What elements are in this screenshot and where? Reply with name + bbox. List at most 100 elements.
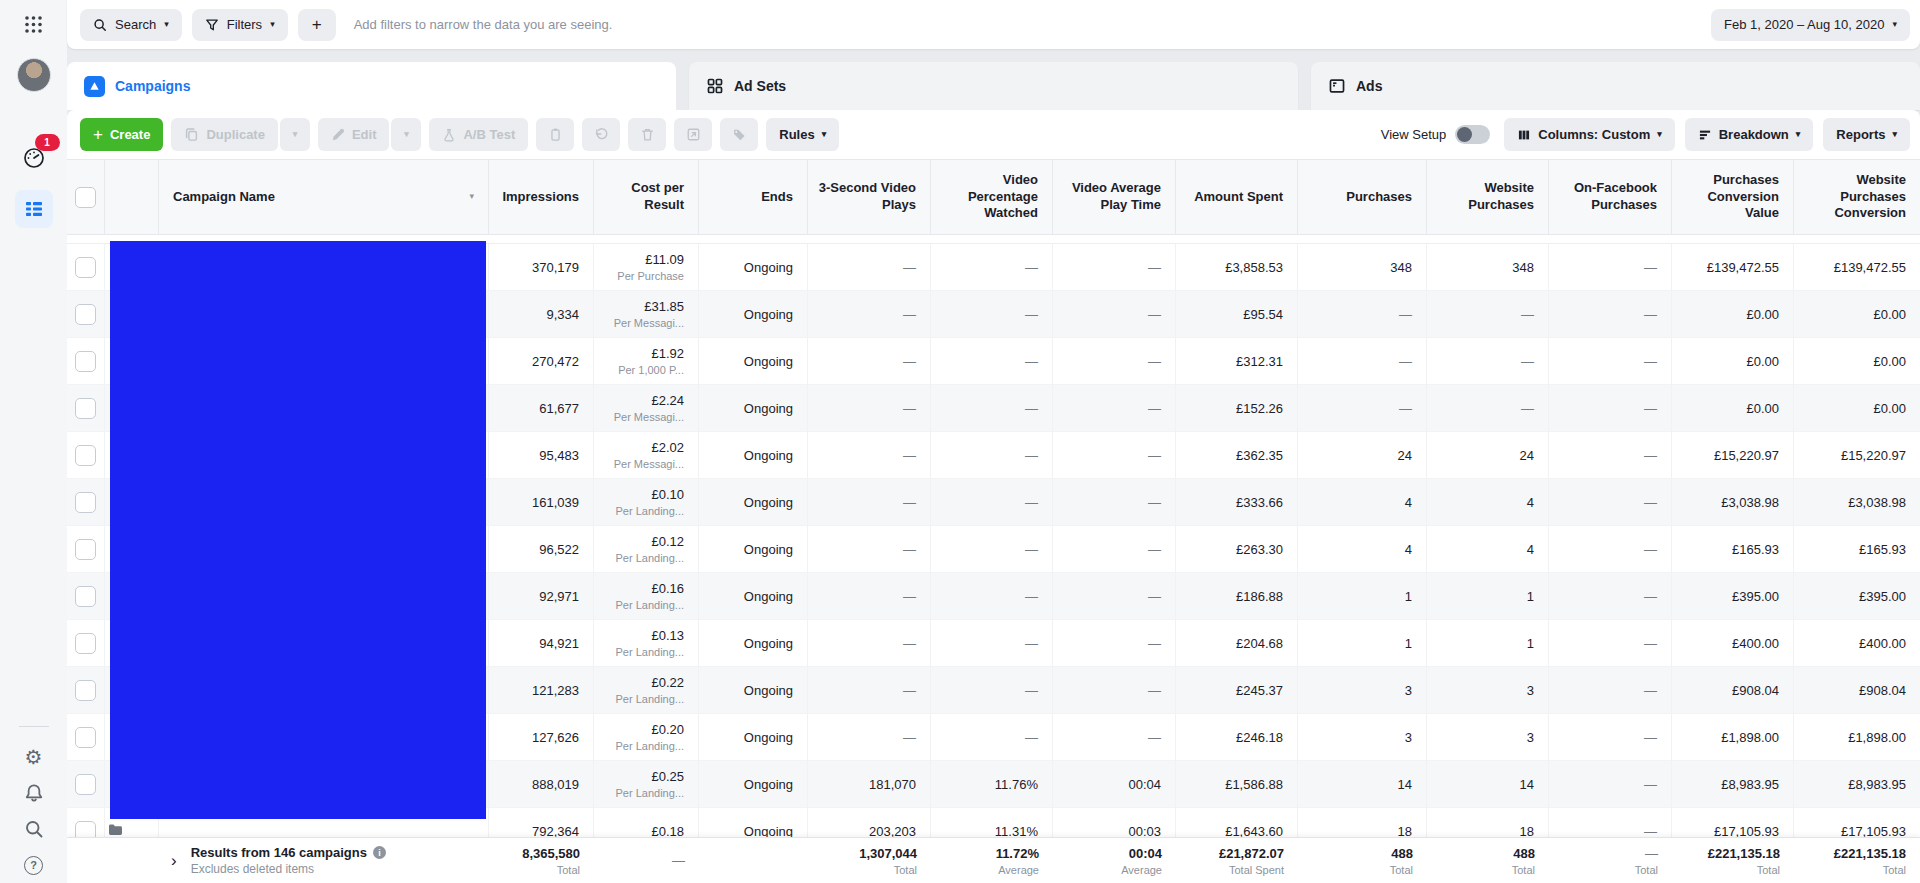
info-icon[interactable]: i	[373, 846, 386, 859]
row-checkbox[interactable]	[75, 492, 96, 513]
total-3-second-video-plays: 1,307,044Total	[808, 838, 931, 883]
row-checkbox[interactable]	[75, 304, 96, 325]
cell-impressions: 9,334	[489, 291, 594, 337]
cell-purchases: 4	[1298, 526, 1427, 572]
date-range-picker[interactable]: Feb 1, 2020 – Aug 10, 2020 ▾	[1711, 9, 1910, 41]
column-header-3-second-video-plays[interactable]: 3-Second Video Plays	[808, 160, 931, 234]
chevron-right-icon[interactable]: ›	[171, 852, 177, 869]
cell-ends: Ongoing	[699, 244, 808, 290]
export-button[interactable]	[674, 118, 712, 151]
cell-video-percentage-watched: —	[931, 385, 1053, 431]
row-checkbox[interactable]	[75, 727, 96, 748]
row-checkbox-cell	[67, 667, 105, 713]
cell-cost-per-result: £2.24Per Messagi...	[594, 385, 699, 431]
view-setup-toggle[interactable]: View Setup	[1381, 125, 1491, 144]
cell-amount-spent: £333.66	[1176, 479, 1298, 525]
breakdown-button[interactable]: Breakdown ▾	[1685, 118, 1814, 151]
cell-video-percentage-watched: —	[931, 479, 1053, 525]
column-header-website-purchases[interactable]: Website Purchases	[1427, 160, 1549, 234]
toggle-off	[1455, 125, 1490, 144]
row-checkbox[interactable]	[75, 351, 96, 372]
row-checkbox[interactable]	[75, 539, 96, 560]
row-checkbox[interactable]	[75, 821, 96, 838]
cell-purchases: 3	[1298, 667, 1427, 713]
delete-button[interactable]	[628, 118, 666, 151]
column-header-impressions[interactable]: Impressions	[489, 160, 594, 234]
column-header-campaign-name[interactable]: Campaign Name▾	[159, 160, 489, 234]
undo-button[interactable]	[582, 118, 620, 151]
column-header-video-average-play-time[interactable]: Video Average Play Time	[1053, 160, 1176, 234]
columns-button[interactable]: Columns: Custom ▾	[1504, 118, 1674, 151]
column-header-purchases-conversion-value[interactable]: Purchases Conversion Value	[1672, 160, 1794, 234]
create-button[interactable]: + Create	[80, 118, 163, 151]
cell-purchases-conversion-value: £0.00	[1672, 291, 1794, 337]
help-icon[interactable]: ?	[14, 847, 54, 883]
row-checkbox[interactable]	[75, 633, 96, 654]
ab-test-button[interactable]: A/B Test	[429, 118, 528, 151]
action-toolbar: + Create Duplicate ▾	[67, 110, 1920, 159]
cell-purchases-conversion-value: £908.04	[1672, 667, 1794, 713]
column-header-website-purchases-conversion[interactable]: Website Purchases Conversion	[1794, 160, 1920, 234]
chevron-down-icon: ▾	[1796, 130, 1801, 139]
cell-video-percentage-watched: —	[931, 573, 1053, 619]
row-checkbox[interactable]	[75, 680, 96, 701]
tab-ads[interactable]: Ads	[1311, 62, 1920, 110]
pencil-icon	[331, 128, 345, 142]
ads-manager-gauge-icon[interactable]: 1	[14, 138, 54, 178]
global-search-icon[interactable]	[14, 811, 54, 847]
cell-video-percentage-watched: —	[931, 667, 1053, 713]
cell-video-average-play-time: —	[1053, 338, 1176, 384]
row-checkbox[interactable]	[75, 586, 96, 607]
table-header-row: Campaign Name▾ImpressionsCost per Result…	[67, 159, 1920, 235]
cell-purchases-conversion-value: £0.00	[1672, 385, 1794, 431]
cell-video-percentage-watched: —	[931, 714, 1053, 760]
duplicate-button[interactable]: Duplicate	[171, 118, 278, 151]
column-header-amount-spent[interactable]: Amount Spent	[1176, 160, 1298, 234]
cell-website-purchases-conversion: £0.00	[1794, 385, 1920, 431]
duplicate-dropdown[interactable]: ▾	[280, 118, 310, 151]
settings-gear-icon[interactable]: ⚙	[14, 739, 54, 775]
select-all-checkbox[interactable]	[75, 187, 96, 208]
add-filter-button[interactable]: +	[298, 9, 336, 41]
search-button[interactable]: Search ▾	[80, 9, 182, 41]
notifications-bell-icon[interactable]	[14, 775, 54, 811]
cell-3-second-video-plays: 203,203	[808, 808, 931, 837]
user-avatar[interactable]	[17, 58, 51, 92]
row-checkbox[interactable]	[75, 257, 96, 278]
reports-button[interactable]: Reports ▾	[1823, 118, 1910, 151]
tab-ad-sets[interactable]: Ad Sets	[689, 62, 1298, 110]
row-checkbox[interactable]	[75, 774, 96, 795]
tag-icon	[732, 127, 747, 142]
tab-campaigns[interactable]: Campaigns	[67, 62, 676, 110]
column-header-on-facebook-purchases[interactable]: On-Facebook Purchases	[1549, 160, 1672, 234]
cell-cost-per-result: £0.20Per Landing...	[594, 714, 699, 760]
cell-website-purchases: 4	[1427, 479, 1549, 525]
edit-dropdown[interactable]: ▾	[391, 118, 421, 151]
cell-3-second-video-plays: 181,070	[808, 761, 931, 807]
column-header-video-percentage-watched[interactable]: Video Percentage Watched	[931, 160, 1053, 234]
cell-website-purchases-conversion: £139,472.55	[1794, 244, 1920, 290]
row-checkbox[interactable]	[75, 398, 96, 419]
rules-button[interactable]: Rules ▾	[766, 118, 839, 151]
table-body: 370,179£11.09Per PurchaseOngoing———£3,85…	[67, 235, 1920, 837]
cell-amount-spent: £263.30	[1176, 526, 1298, 572]
total-purchases-conversion-value: £221,135.18Total	[1672, 838, 1794, 883]
edit-button[interactable]: Edit	[318, 118, 390, 151]
apps-grid-icon[interactable]	[14, 4, 54, 44]
column-header-ends[interactable]: Ends	[699, 160, 808, 234]
clipboard-button[interactable]	[536, 118, 574, 151]
cell-video-percentage-watched: —	[931, 338, 1053, 384]
campaigns-table-nav-icon[interactable]	[15, 190, 53, 228]
filters-button[interactable]: Filters ▾	[192, 9, 288, 41]
cell-cost-per-result: £1.92Per 1,000 P...	[594, 338, 699, 384]
sort-caret-icon[interactable]: ▾	[469, 191, 474, 203]
breakdown-icon	[1698, 128, 1712, 142]
results-subtitle: Excludes deleted items	[191, 862, 386, 876]
cell-ends: Ongoing	[699, 338, 808, 384]
column-header-purchases[interactable]: Purchases	[1298, 160, 1427, 234]
row-checkbox[interactable]	[75, 445, 96, 466]
tag-button[interactable]	[720, 118, 758, 151]
column-header-cost-per-result[interactable]: Cost per Result	[594, 160, 699, 234]
cell-cost-per-result: £2.02Per Messagi...	[594, 432, 699, 478]
cell-video-average-play-time: —	[1053, 714, 1176, 760]
